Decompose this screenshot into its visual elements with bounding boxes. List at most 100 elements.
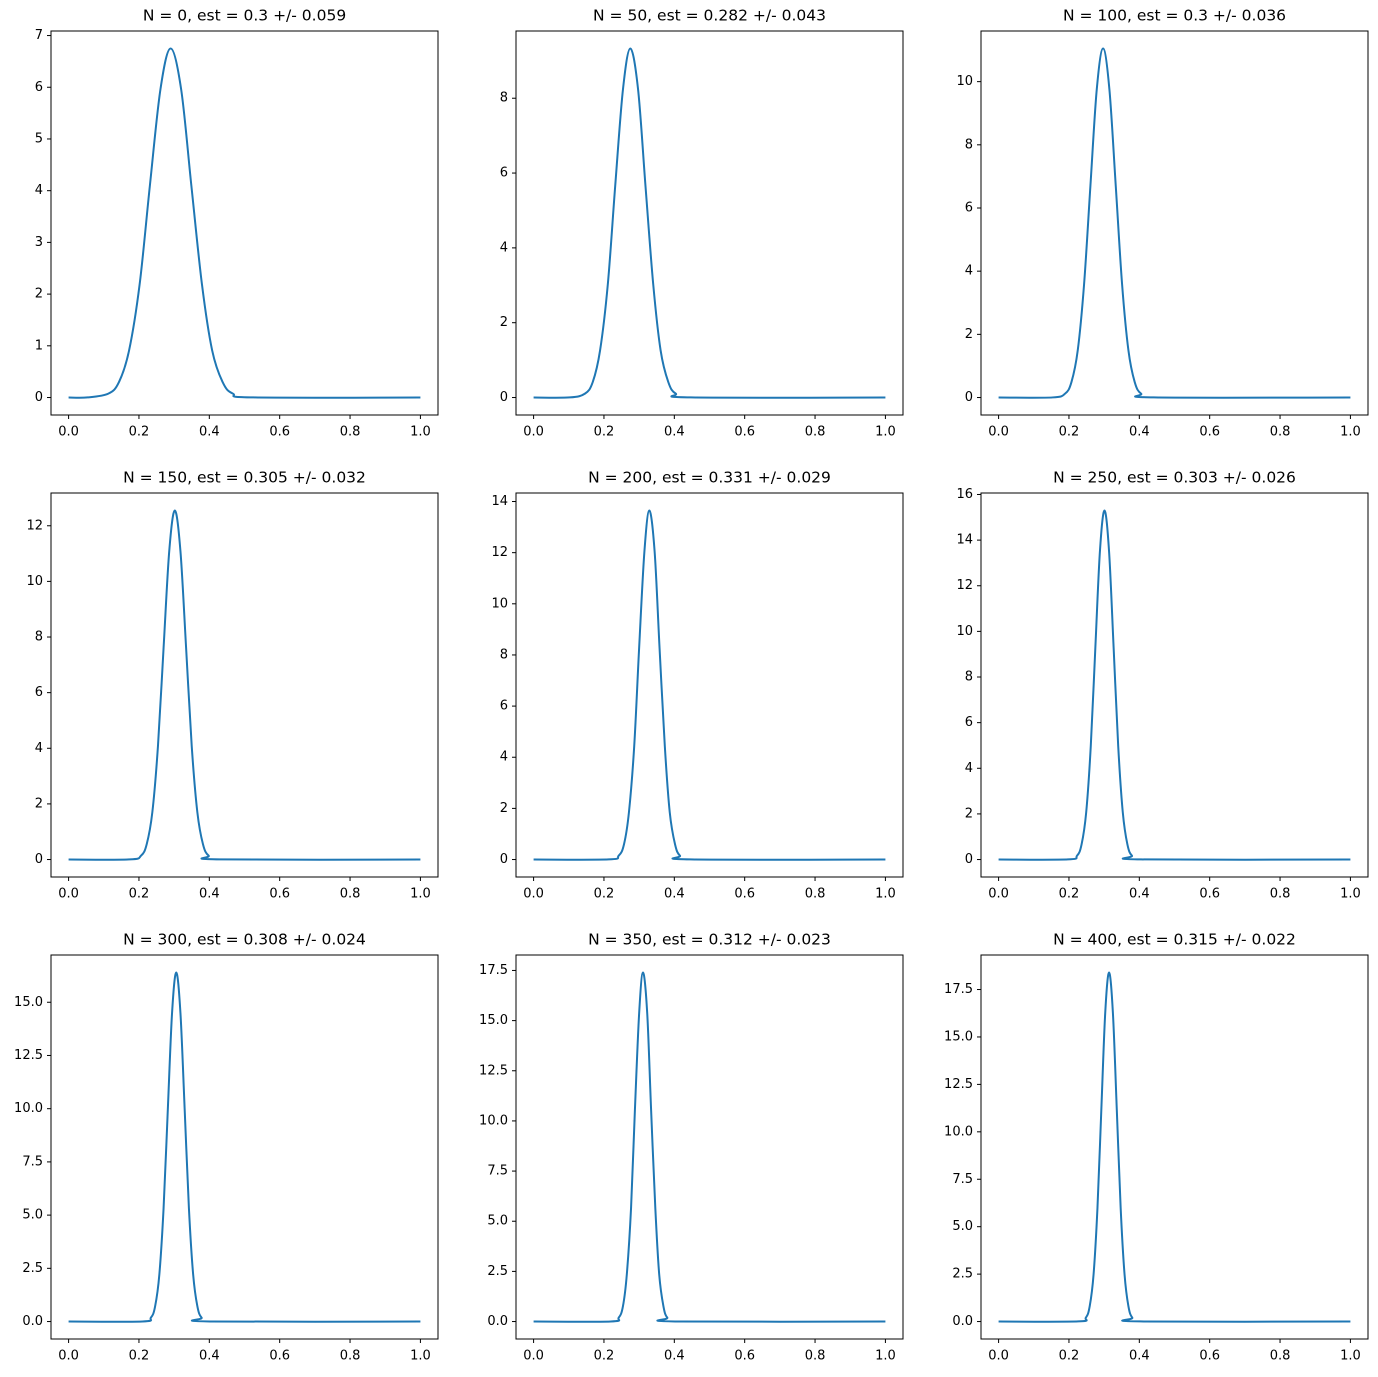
data-line — [68, 509, 421, 861]
y-tick-label: 6 — [35, 685, 43, 700]
data-line — [998, 47, 1351, 399]
axes-frame — [515, 492, 904, 878]
y-tick-label: 12.5 — [479, 1063, 508, 1078]
x-tick-label: 0.6 — [269, 1349, 290, 1364]
y-tick-label: 10.0 — [479, 1113, 508, 1128]
x-tick-label: 0.8 — [805, 425, 826, 440]
axes-frame — [980, 30, 1369, 416]
x-tick-label: 0.4 — [199, 1349, 220, 1364]
y-tick-label: 10 — [26, 574, 43, 589]
axes-frame — [980, 954, 1369, 1340]
y-tick-label: 4 — [35, 183, 43, 198]
y-tick-label: 0.0 — [952, 1314, 973, 1329]
y-tick-label: 2.5 — [487, 1264, 508, 1279]
x-tick-label: 0.8 — [340, 887, 361, 902]
x-tick-label: 0.0 — [58, 887, 79, 902]
x-tick-label: 0.6 — [269, 425, 290, 440]
x-tick-label: 0.8 — [340, 1349, 361, 1364]
x-tick-label: 0.6 — [1199, 887, 1220, 902]
x-tick-label: 0.4 — [1129, 887, 1150, 902]
x-tick-label: 0.0 — [988, 425, 1009, 440]
x-tick-label: 0.8 — [1270, 1349, 1291, 1364]
y-tick-label: 8 — [965, 670, 973, 685]
x-tick-label: 0.2 — [1059, 1349, 1080, 1364]
x-tick-label: 0.0 — [523, 1349, 544, 1364]
y-tick-label: 10.0 — [944, 1124, 973, 1139]
subplot-title: N = 350, est = 0.312 +/- 0.023 — [588, 931, 831, 949]
x-tick-label: 0.4 — [664, 887, 685, 902]
x-tick-label: 0.2 — [594, 1349, 615, 1364]
y-tick-label: 2.5 — [952, 1267, 973, 1282]
x-tick-label: 0.2 — [129, 887, 150, 902]
data-line — [68, 971, 421, 1323]
data-line — [533, 509, 886, 861]
y-tick-label: 0 — [35, 390, 43, 405]
y-tick-label: 0 — [965, 852, 973, 867]
data-line — [533, 47, 886, 399]
subplot-title: N = 50, est = 0.282 +/- 0.043 — [593, 7, 826, 25]
x-tick-label: 0.0 — [523, 887, 544, 902]
y-tick-label: 0.0 — [487, 1314, 508, 1329]
subplot-title: N = 0, est = 0.3 +/- 0.059 — [143, 7, 346, 25]
subplot: N = 250, est = 0.303 +/- 0.026 0.0 0.2 0.4 0… — [956, 469, 1369, 902]
y-tick-label: 2 — [965, 327, 973, 342]
x-tick-label: 0.6 — [1199, 1349, 1220, 1364]
y-tick-label: 6 — [500, 699, 508, 714]
y-tick-label: 7 — [35, 28, 43, 43]
y-tick-label: 15.0 — [14, 995, 43, 1010]
x-tick-label: 0.0 — [988, 1349, 1009, 1364]
x-tick-label: 0.2 — [129, 425, 150, 440]
x-tick-label: 1.0 — [1340, 1349, 1361, 1364]
subplot-title: N = 200, est = 0.331 +/- 0.029 — [588, 469, 831, 487]
y-tick-label: 7.5 — [487, 1164, 508, 1179]
y-tick-label: 12 — [491, 545, 508, 560]
data-line — [998, 509, 1351, 861]
x-tick-label: 0.0 — [523, 425, 544, 440]
y-tick-label: 0 — [965, 390, 973, 405]
x-tick-label: 1.0 — [410, 1349, 431, 1364]
subplot: N = 0, est = 0.3 +/- 0.059 0.0 0.2 0.4 0.6 0.… — [35, 7, 439, 440]
x-tick-label: 0.8 — [805, 887, 826, 902]
y-tick-label: 14 — [956, 533, 973, 548]
x-tick-label: 0.4 — [664, 425, 685, 440]
y-tick-label: 16 — [956, 487, 973, 502]
y-tick-label: 0 — [500, 390, 508, 405]
y-tick-label: 14 — [491, 494, 508, 509]
y-tick-label: 4 — [965, 264, 973, 279]
y-tick-label: 17.5 — [479, 963, 508, 978]
y-tick-label: 1 — [35, 338, 43, 353]
y-tick-label: 10 — [956, 624, 973, 639]
subplot: N = 150, est = 0.305 +/- 0.032 0.0 0.2 0.4 0… — [26, 469, 439, 902]
x-tick-label: 0.2 — [1059, 425, 1080, 440]
y-tick-label: 2.5 — [22, 1261, 43, 1276]
axes-frame — [50, 954, 439, 1340]
x-tick-label: 1.0 — [410, 887, 431, 902]
y-tick-label: 2 — [965, 806, 973, 821]
axes-frame — [50, 30, 439, 416]
y-tick-label: 3 — [35, 235, 43, 250]
y-tick-label: 10.0 — [14, 1101, 43, 1116]
x-tick-label: 0.6 — [1199, 425, 1220, 440]
x-tick-label: 0.4 — [199, 887, 220, 902]
y-tick-label: 15.0 — [479, 1013, 508, 1028]
x-tick-label: 0.4 — [1129, 425, 1150, 440]
y-tick-label: 6 — [965, 200, 973, 215]
y-tick-label: 4 — [500, 750, 508, 765]
x-tick-label: 0.6 — [269, 887, 290, 902]
y-tick-label: 8 — [500, 647, 508, 662]
y-tick-label: 4 — [965, 761, 973, 776]
y-tick-label: 10 — [956, 74, 973, 89]
subplot: N = 300, est = 0.308 +/- 0.024 0.0 0.2 0.4 0… — [14, 931, 439, 1364]
y-tick-label: 4 — [500, 240, 508, 255]
x-tick-label: 1.0 — [875, 887, 896, 902]
y-tick-label: 6 — [35, 80, 43, 95]
subplot: N = 200, est = 0.331 +/- 0.029 0.0 0.2 0.4 0… — [491, 469, 904, 902]
y-tick-label: 2 — [500, 801, 508, 816]
y-tick-label: 2 — [35, 287, 43, 302]
x-tick-label: 0.8 — [340, 425, 361, 440]
x-tick-label: 0.6 — [734, 1349, 755, 1364]
y-tick-label: 10 — [491, 596, 508, 611]
x-tick-label: 1.0 — [875, 1349, 896, 1364]
subplot: N = 350, est = 0.312 +/- 0.023 0.0 0.2 0.4 0… — [479, 931, 904, 1364]
